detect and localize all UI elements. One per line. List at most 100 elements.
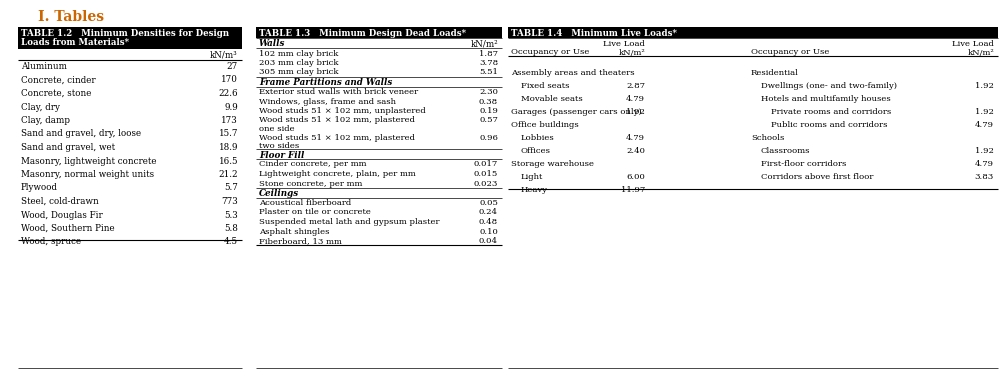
Text: Garages (passenger cars only): Garages (passenger cars only) [511, 108, 641, 116]
Text: Concrete, stone: Concrete, stone [21, 89, 91, 98]
Text: TABLE 1.4   Minimum Live Loads*: TABLE 1.4 Minimum Live Loads* [511, 29, 676, 37]
Text: 15.7: 15.7 [219, 129, 238, 139]
Text: Steel, cold-drawn: Steel, cold-drawn [21, 197, 98, 206]
Text: 4.79: 4.79 [626, 95, 644, 103]
Text: 0.10: 0.10 [478, 228, 497, 235]
Text: 2.40: 2.40 [626, 147, 644, 155]
Bar [508, 27, 997, 38]
Text: 0.023: 0.023 [473, 180, 497, 188]
Text: Masonry, normal weight units: Masonry, normal weight units [21, 170, 154, 179]
Text: 4.5: 4.5 [224, 238, 238, 246]
Text: 1.92: 1.92 [974, 108, 993, 116]
Text: Office buildings: Office buildings [511, 121, 578, 129]
Text: Corridors above first floor: Corridors above first floor [760, 173, 873, 181]
Text: Masonry, lightweight concrete: Masonry, lightweight concrete [21, 157, 156, 165]
Text: Occupancy or Use: Occupancy or Use [511, 49, 589, 57]
Text: 9.9: 9.9 [224, 102, 238, 112]
Text: 1.92: 1.92 [974, 82, 993, 90]
Text: 773: 773 [221, 197, 238, 206]
Text: Fixed seats: Fixed seats [521, 82, 569, 90]
Text: Wood studs 51 × 102 mm, unplastered: Wood studs 51 × 102 mm, unplastered [259, 107, 425, 115]
Text: 22.6: 22.6 [219, 89, 238, 98]
Text: Live Load: Live Load [951, 39, 993, 47]
Text: Public rooms and corridors: Public rooms and corridors [770, 121, 887, 129]
Text: 11.97: 11.97 [620, 186, 644, 194]
Text: 0.015: 0.015 [473, 170, 497, 178]
Text: Asphalt shingles: Asphalt shingles [259, 228, 329, 235]
Text: Frame Partitions and Walls: Frame Partitions and Walls [259, 78, 392, 87]
Text: 0.04: 0.04 [478, 237, 497, 245]
Text: Heavy: Heavy [521, 186, 548, 194]
Text: Hotels and multifamily houses: Hotels and multifamily houses [760, 95, 890, 103]
Text: 16.5: 16.5 [219, 157, 238, 165]
Text: Light: Light [521, 173, 543, 181]
Text: Plaster on tile or concrete: Plaster on tile or concrete [259, 209, 370, 217]
Text: Assembly areas and theaters: Assembly areas and theaters [511, 69, 634, 77]
Text: 27: 27 [227, 62, 238, 71]
Text: kN/m²: kN/m² [470, 39, 497, 49]
Text: I. Tables: I. Tables [38, 10, 104, 24]
Text: Aluminum: Aluminum [21, 62, 67, 71]
Text: 5.7: 5.7 [224, 183, 238, 193]
Text: Live Load: Live Load [603, 39, 644, 47]
Text: 0.05: 0.05 [478, 199, 497, 207]
Text: 170: 170 [221, 76, 238, 84]
Text: 0.017: 0.017 [473, 160, 497, 168]
Text: Walls: Walls [259, 39, 285, 49]
Text: Wood, Douglas Fir: Wood, Douglas Fir [21, 210, 102, 220]
Text: 5.51: 5.51 [478, 68, 497, 76]
Text: Fiberboard, 13 mm: Fiberboard, 13 mm [259, 237, 342, 245]
Text: Residential: Residential [750, 69, 798, 77]
Text: Clay, dry: Clay, dry [21, 102, 60, 112]
Text: Occupancy or Use: Occupancy or Use [750, 49, 828, 57]
Text: Wood studs 51 × 102 mm, plastered: Wood studs 51 × 102 mm, plastered [259, 117, 414, 125]
Text: 0.38: 0.38 [478, 97, 497, 105]
Text: Concrete, cinder: Concrete, cinder [21, 76, 95, 84]
Text: 1.92: 1.92 [626, 108, 644, 116]
Text: 4.79: 4.79 [974, 121, 993, 129]
Text: 0.96: 0.96 [478, 133, 497, 141]
Text: two sides: two sides [259, 142, 299, 150]
Bar [18, 27, 242, 49]
Text: Clay, damp: Clay, damp [21, 116, 70, 125]
Text: 4.79: 4.79 [626, 134, 644, 142]
Text: Sand and gravel, dry, loose: Sand and gravel, dry, loose [21, 129, 141, 139]
Text: 1.87: 1.87 [478, 50, 497, 58]
Text: Floor Fill: Floor Fill [259, 151, 304, 160]
Text: Wood, spruce: Wood, spruce [21, 238, 81, 246]
Text: Schools: Schools [750, 134, 783, 142]
Text: 21.2: 21.2 [219, 170, 238, 179]
Text: 3.83: 3.83 [974, 173, 993, 181]
Text: 4.79: 4.79 [974, 160, 993, 168]
Text: kN/m³: kN/m³ [210, 51, 238, 60]
Text: 0.19: 0.19 [478, 107, 497, 115]
Text: First-floor corridors: First-floor corridors [760, 160, 846, 168]
Text: 3.78: 3.78 [478, 59, 497, 67]
Text: 5.3: 5.3 [224, 210, 238, 220]
Text: 6.00: 6.00 [626, 173, 644, 181]
Text: TABLE 1.3   Minimum Design Dead Loads*: TABLE 1.3 Minimum Design Dead Loads* [259, 29, 465, 37]
Text: Exterior stud walls with brick veneer: Exterior stud walls with brick veneer [259, 88, 417, 96]
Text: Loads from Materials*: Loads from Materials* [21, 38, 128, 47]
Text: kN/m²: kN/m² [618, 49, 644, 57]
Text: Windows, glass, frame and sash: Windows, glass, frame and sash [259, 97, 395, 105]
Text: Private rooms and corridors: Private rooms and corridors [770, 108, 891, 116]
Text: Plywood: Plywood [21, 183, 58, 193]
Text: 0.57: 0.57 [478, 117, 497, 125]
Text: Offices: Offices [521, 147, 551, 155]
Text: 2.87: 2.87 [626, 82, 644, 90]
Text: kN/m²: kN/m² [966, 49, 993, 57]
Text: Lobbies: Lobbies [521, 134, 555, 142]
Text: one side: one side [259, 125, 294, 133]
Text: 0.48: 0.48 [478, 218, 497, 226]
Text: Acoustical fiberboard: Acoustical fiberboard [259, 199, 351, 207]
Text: Sand and gravel, wet: Sand and gravel, wet [21, 143, 115, 152]
Text: Lightweight concrete, plain, per mm: Lightweight concrete, plain, per mm [259, 170, 415, 178]
Text: Storage warehouse: Storage warehouse [511, 160, 594, 168]
Text: 1.92: 1.92 [974, 147, 993, 155]
Text: 5.8: 5.8 [224, 224, 238, 233]
Text: 102 mm clay brick: 102 mm clay brick [259, 50, 338, 58]
Text: TABLE 1.2   Minimum Densities for Design: TABLE 1.2 Minimum Densities for Design [21, 29, 229, 38]
Text: Movable seats: Movable seats [521, 95, 582, 103]
Text: 305 mm clay brick: 305 mm clay brick [259, 68, 338, 76]
